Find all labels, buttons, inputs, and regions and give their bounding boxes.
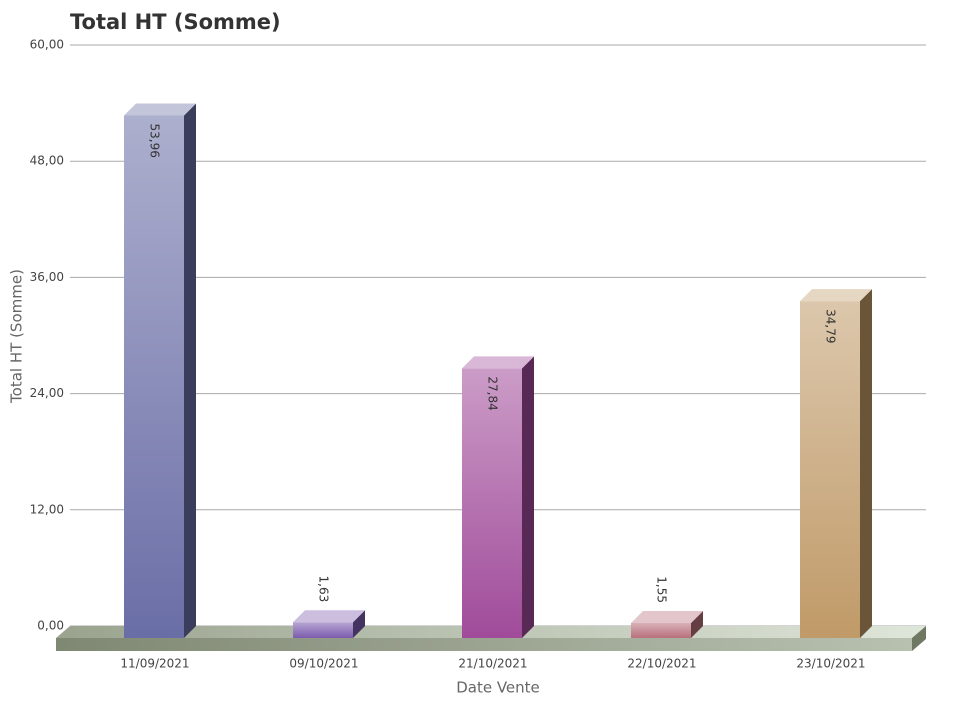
floor-front — [56, 638, 912, 651]
y-tick-label: 36,00 — [30, 270, 64, 284]
bar-side — [860, 289, 872, 638]
bar-top — [124, 103, 196, 116]
x-axis-title: Date Vente — [456, 679, 540, 697]
y-tick-label: 60,00 — [30, 38, 64, 52]
bar-group: 1,63 — [293, 575, 365, 638]
bar-top — [462, 356, 534, 369]
bar-top — [631, 610, 703, 623]
chart-title: Total HT (Somme) — [70, 10, 281, 34]
bar-top — [293, 610, 365, 623]
bar-side — [522, 356, 534, 638]
value-label: 1,63 — [317, 575, 331, 602]
bar-top — [800, 289, 872, 302]
bar-group: 53,96 — [124, 103, 196, 639]
x-tick-label: 09/10/2021 — [289, 657, 358, 671]
value-label: 1,55 — [655, 576, 669, 603]
x-tick-label: 11/09/2021 — [120, 657, 189, 671]
bar-side — [184, 103, 196, 639]
value-label: 53,96 — [148, 123, 162, 157]
bar-group: 27,84 — [462, 356, 534, 638]
bar-side — [691, 610, 703, 638]
bars: 11/09/2021 53,96 09/10/2021 1,63 21/10/2021 2… — [120, 103, 872, 671]
y-tick-label: 0,00 — [37, 619, 64, 633]
x-tick-label: 21/10/2021 — [458, 657, 527, 671]
y-tick-label: 12,00 — [30, 502, 64, 516]
y-axis-title: Total HT (Somme) — [8, 269, 26, 404]
floor-side — [912, 626, 926, 651]
bar — [631, 622, 691, 638]
value-label: 34,79 — [824, 309, 838, 343]
bar — [293, 622, 353, 638]
bar — [124, 115, 184, 639]
bar — [462, 368, 522, 638]
y-tick-label: 24,00 — [30, 386, 64, 400]
y-tick-label: 48,00 — [30, 154, 64, 168]
value-label: 27,84 — [486, 376, 500, 410]
x-tick-label: 23/10/2021 — [796, 657, 865, 671]
bar-group: 34,79 — [800, 289, 872, 638]
bar-group: 1,55 — [631, 576, 703, 638]
bar — [800, 301, 860, 638]
x-tick-label: 22/10/2021 — [627, 657, 696, 671]
bar-side — [353, 610, 365, 638]
